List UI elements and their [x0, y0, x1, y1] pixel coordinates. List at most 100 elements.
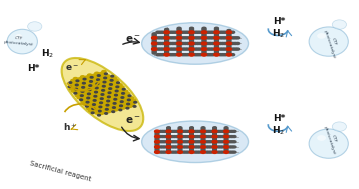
- Circle shape: [165, 39, 169, 41]
- Circle shape: [102, 85, 105, 87]
- Circle shape: [189, 151, 194, 153]
- Circle shape: [82, 87, 85, 88]
- Circle shape: [81, 91, 84, 92]
- Circle shape: [91, 82, 95, 85]
- Circle shape: [178, 144, 182, 146]
- Circle shape: [190, 29, 194, 32]
- Circle shape: [193, 130, 197, 132]
- Circle shape: [170, 130, 174, 132]
- Circle shape: [98, 81, 102, 83]
- Circle shape: [156, 31, 160, 33]
- Circle shape: [86, 82, 90, 84]
- Circle shape: [152, 52, 156, 54]
- Circle shape: [114, 98, 117, 100]
- Circle shape: [108, 102, 112, 104]
- Circle shape: [183, 48, 187, 50]
- Circle shape: [85, 76, 89, 78]
- Circle shape: [190, 148, 194, 149]
- Circle shape: [190, 144, 194, 146]
- Circle shape: [109, 94, 113, 96]
- Circle shape: [213, 128, 216, 130]
- Circle shape: [177, 40, 181, 42]
- Circle shape: [161, 151, 164, 153]
- Circle shape: [201, 148, 205, 149]
- Circle shape: [88, 93, 90, 95]
- Circle shape: [161, 48, 165, 50]
- Circle shape: [167, 148, 170, 149]
- Circle shape: [228, 146, 231, 148]
- Circle shape: [115, 105, 119, 107]
- Circle shape: [181, 48, 185, 50]
- Text: e$^-$: e$^-$: [65, 63, 79, 73]
- Circle shape: [232, 136, 236, 138]
- Circle shape: [175, 136, 178, 138]
- Circle shape: [186, 136, 190, 138]
- Circle shape: [182, 141, 185, 143]
- Text: CTF
photocatalyst: CTF photocatalyst: [323, 123, 340, 154]
- Circle shape: [117, 82, 120, 84]
- Circle shape: [193, 141, 197, 143]
- Circle shape: [193, 42, 197, 45]
- Circle shape: [189, 42, 194, 45]
- Circle shape: [158, 48, 162, 50]
- Circle shape: [190, 40, 194, 42]
- Circle shape: [216, 141, 220, 143]
- Circle shape: [170, 151, 174, 153]
- Circle shape: [213, 150, 216, 152]
- Circle shape: [80, 99, 83, 101]
- Circle shape: [166, 151, 171, 153]
- Circle shape: [219, 130, 222, 132]
- Circle shape: [97, 75, 100, 76]
- Circle shape: [218, 42, 222, 45]
- Circle shape: [155, 148, 159, 149]
- Circle shape: [134, 101, 137, 103]
- Circle shape: [168, 54, 172, 56]
- Circle shape: [79, 88, 83, 91]
- Circle shape: [89, 91, 94, 93]
- Circle shape: [167, 132, 170, 134]
- Circle shape: [226, 42, 232, 45]
- Circle shape: [161, 141, 164, 143]
- Circle shape: [211, 54, 215, 56]
- Circle shape: [224, 151, 228, 153]
- Circle shape: [128, 95, 131, 97]
- Circle shape: [213, 134, 216, 136]
- Circle shape: [218, 31, 222, 33]
- Circle shape: [120, 105, 122, 107]
- Circle shape: [177, 45, 181, 47]
- Circle shape: [201, 133, 205, 135]
- Circle shape: [108, 77, 112, 79]
- Circle shape: [209, 151, 213, 153]
- Circle shape: [155, 150, 159, 152]
- Circle shape: [227, 51, 231, 53]
- Circle shape: [166, 130, 171, 133]
- Circle shape: [190, 139, 194, 141]
- Circle shape: [190, 127, 194, 129]
- Circle shape: [190, 27, 194, 29]
- Circle shape: [166, 146, 171, 148]
- Circle shape: [228, 130, 231, 132]
- Circle shape: [100, 83, 104, 85]
- Circle shape: [201, 151, 205, 153]
- Circle shape: [190, 132, 194, 134]
- Circle shape: [87, 107, 91, 110]
- Circle shape: [155, 142, 159, 144]
- Circle shape: [87, 78, 91, 80]
- Text: H$_2$: H$_2$: [272, 28, 285, 40]
- Circle shape: [165, 50, 169, 52]
- Circle shape: [110, 90, 114, 92]
- Circle shape: [85, 86, 90, 89]
- Circle shape: [173, 54, 177, 56]
- Circle shape: [201, 150, 205, 152]
- Circle shape: [106, 104, 109, 106]
- Circle shape: [122, 88, 125, 90]
- Circle shape: [95, 108, 100, 110]
- Circle shape: [156, 37, 160, 39]
- Circle shape: [71, 90, 76, 92]
- Circle shape: [190, 134, 194, 136]
- Circle shape: [155, 134, 159, 136]
- Circle shape: [214, 28, 218, 30]
- Circle shape: [97, 89, 101, 91]
- Circle shape: [227, 35, 231, 37]
- Circle shape: [213, 138, 216, 140]
